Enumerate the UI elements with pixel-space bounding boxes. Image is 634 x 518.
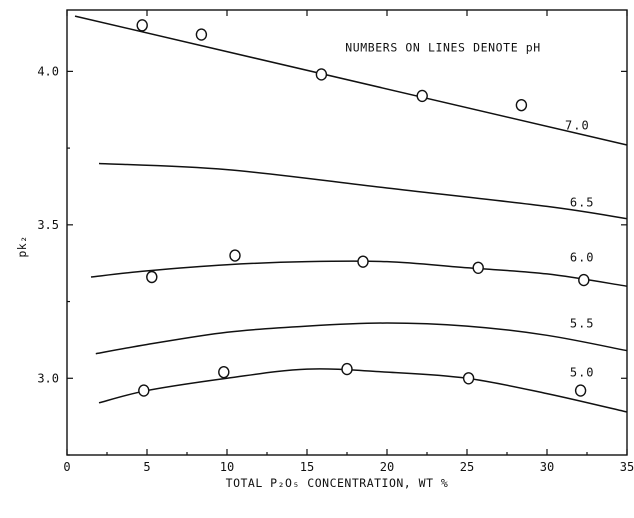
data-point-ph-6-0 [578,273,590,287]
x-tick-label: 20 [380,460,394,474]
x-tick-label: 10 [220,460,234,474]
line-label-ph-6-0: 6.0 [570,251,595,265]
y-tick-label: 3.0 [37,371,59,385]
x-tick-label: 0 [63,460,70,474]
data-point-ph-7-0 [315,68,328,81]
y-tick-label: 4.0 [37,64,59,78]
data-point-ph-5-0 [574,384,587,397]
curves [74,15,628,413]
curve-ph-6-5 [98,162,628,220]
line-label-ph-7-0: 7.0 [565,119,590,133]
data-point-ph-5-0 [138,384,150,397]
x-axis-title: TOTAL P₂O₅ CONCENTRATION, WT % [226,476,449,490]
data-point-ph-5-0 [462,372,475,385]
y-axis-title: pk₂ [15,235,29,257]
data-point-ph-6-0 [472,261,484,274]
curve-ph-7-0 [74,15,628,146]
curve-ph-5-5 [95,322,628,355]
line-label-ph-6-5: 6.5 [570,195,595,209]
data-point-ph-6-0 [229,249,241,262]
data-point-ph-5-0 [341,362,353,376]
x-tick-label: 25 [460,460,474,474]
data-point-ph-7-0 [515,98,528,112]
data-point-ph-5-0 [218,365,230,379]
x-tick-label: 35 [620,460,634,474]
data-points [136,19,590,397]
annotation-text: NUMBERS ON LINES DENOTE pH [345,40,541,54]
axes: 0 5 10 15 20 25 30 35 3.0 3.5 4.0 [37,9,634,474]
x-tick-label: 15 [300,460,314,474]
x-tick-label: 5 [143,460,150,474]
curve-ph-6-0 [90,260,628,287]
labels: TOTAL P₂O₅ CONCENTRATION, WT % pk₂ NUMBERS… [15,40,595,490]
data-point-ph-7-0 [416,89,428,103]
data-point-ph-6-0 [146,270,158,284]
line-label-ph-5-5: 5.5 [570,317,595,331]
data-point-ph-7-0 [195,28,208,41]
line-label-ph-5-0: 5.0 [570,366,595,380]
data-point-ph-7-0 [136,19,148,32]
y-tick-label: 3.5 [37,218,59,232]
x-tick-label: 30 [540,460,554,474]
curve-ph-5-0 [98,368,628,413]
data-point-ph-6-0 [357,255,369,268]
plot-frame [66,9,628,456]
